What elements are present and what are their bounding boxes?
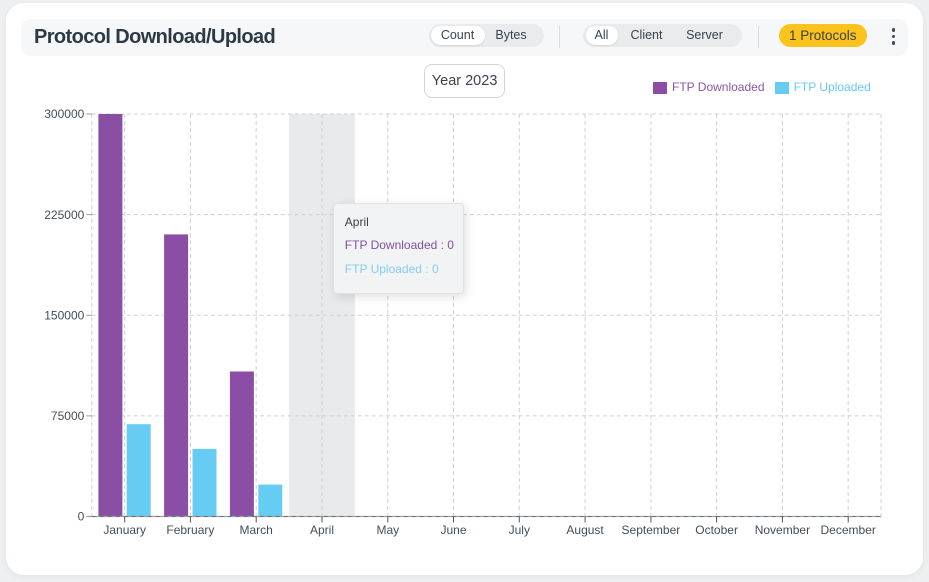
- svg-text:March: March: [240, 523, 273, 537]
- svg-text:150000: 150000: [44, 309, 84, 323]
- svg-text:April: April: [310, 523, 334, 537]
- svg-text:225000: 225000: [44, 208, 84, 222]
- svg-text:December: December: [821, 523, 876, 537]
- svg-text:October: October: [695, 523, 738, 537]
- svg-text:September: September: [622, 523, 681, 537]
- svg-text:November: November: [755, 523, 810, 537]
- svg-text:February: February: [166, 523, 214, 537]
- svg-text:0: 0: [78, 510, 85, 524]
- svg-text:January: January: [103, 523, 146, 537]
- svg-text:May: May: [376, 523, 399, 537]
- svg-text:75000: 75000: [51, 409, 85, 423]
- svg-text:June: June: [440, 523, 466, 537]
- svg-text:300000: 300000: [44, 107, 84, 121]
- svg-text:August: August: [566, 523, 604, 537]
- svg-text:July: July: [509, 523, 530, 537]
